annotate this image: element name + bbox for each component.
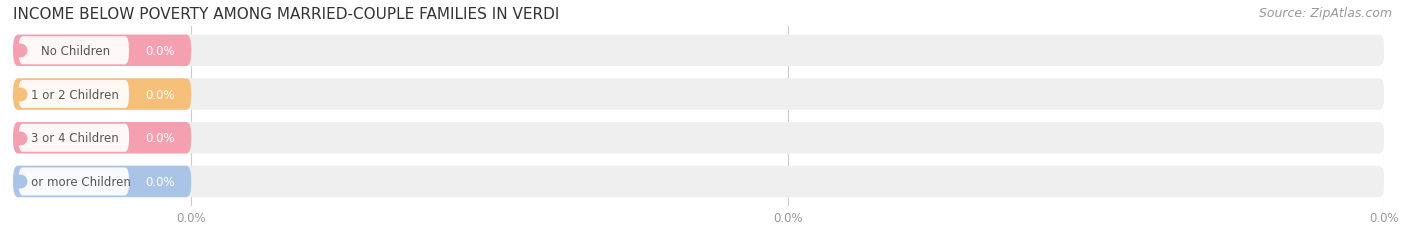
FancyBboxPatch shape bbox=[18, 124, 129, 152]
Text: INCOME BELOW POVERTY AMONG MARRIED-COUPLE FAMILIES IN VERDI: INCOME BELOW POVERTY AMONG MARRIED-COUPL… bbox=[13, 7, 560, 22]
Text: 3 or 4 Children: 3 or 4 Children bbox=[31, 132, 120, 145]
FancyBboxPatch shape bbox=[13, 35, 1385, 67]
FancyBboxPatch shape bbox=[13, 166, 1385, 197]
FancyBboxPatch shape bbox=[18, 37, 129, 65]
FancyBboxPatch shape bbox=[13, 79, 191, 110]
Text: Source: ZipAtlas.com: Source: ZipAtlas.com bbox=[1258, 7, 1392, 20]
Text: 0.0%: 0.0% bbox=[145, 175, 174, 188]
Text: 0.0%: 0.0% bbox=[145, 45, 174, 58]
FancyBboxPatch shape bbox=[13, 122, 191, 154]
Text: 1 or 2 Children: 1 or 2 Children bbox=[31, 88, 120, 101]
Text: 5 or more Children: 5 or more Children bbox=[20, 175, 131, 188]
Text: 0.0%: 0.0% bbox=[145, 132, 174, 145]
Text: No Children: No Children bbox=[41, 45, 110, 58]
FancyBboxPatch shape bbox=[13, 166, 191, 197]
FancyBboxPatch shape bbox=[13, 35, 191, 67]
FancyBboxPatch shape bbox=[18, 81, 129, 109]
Text: 0.0%: 0.0% bbox=[145, 88, 174, 101]
FancyBboxPatch shape bbox=[13, 122, 1385, 154]
FancyBboxPatch shape bbox=[18, 168, 129, 196]
FancyBboxPatch shape bbox=[13, 79, 1385, 110]
